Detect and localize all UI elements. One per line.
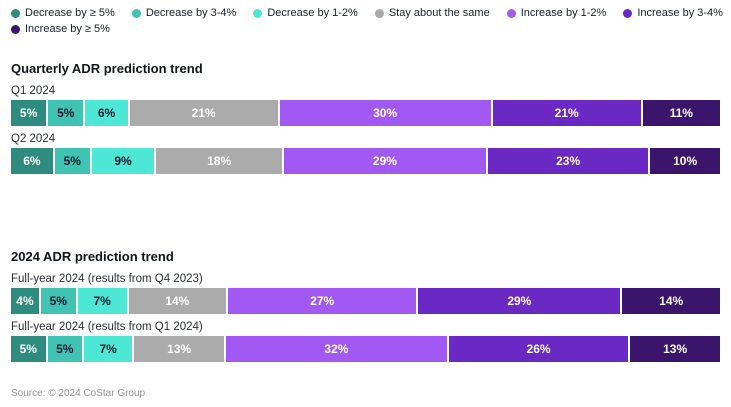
bar-row-label: Full-year 2024 (results from Q4 2023) [11, 273, 203, 285]
legend-label: Decrease by 1-2% [267, 7, 358, 19]
bar-segment-stay-about-the-same: 21% [129, 100, 278, 126]
legend-row-1: Decrease by ≥ 5% Decrease by 3-4% Decrease… [11, 7, 723, 20]
bar-segment-increase-by-5: 13% [630, 336, 720, 362]
stacked-bar-q2-2024: 6% 5% 9% 18% 29% 23% 10% [11, 148, 720, 174]
bar-segment-decrease-by-5: 6% [11, 148, 53, 174]
legend-item-increase-by-3-4: Increase by 3-4% [623, 7, 723, 20]
bar-segment-increase-by-3-4: 23% [487, 148, 649, 174]
stacked-bar-full-year-2024-results-from-q1-2024: 5% 5% 7% 13% 32% 26% 13% [11, 336, 720, 362]
bar-segment-increase-by-1-2: 30% [279, 100, 491, 126]
legend-item-decrease-by-3-4: Decrease by 3-4% [131, 7, 237, 20]
bar-segment-decrease-by-3-4: 5% [54, 148, 90, 174]
bar-segment-decrease-by-1-2: 6% [85, 100, 128, 126]
legend-label: Decrease by 3-4% [145, 7, 237, 19]
chart-title: Quarterly ADR prediction trend [11, 61, 203, 76]
bar-segment-stay-about-the-same: 13% [134, 336, 225, 362]
chart-legend: Decrease by ≥ 5% Decrease by 3-4% Decrease… [11, 7, 723, 39]
legend-item-increase-by-1-2: Increase by 1-2% [506, 7, 607, 20]
bar-segment-stay-about-the-same: 14% [128, 288, 227, 314]
bar-segment-stay-about-the-same: 18% [156, 148, 282, 174]
legend-label: Decrease by ≥ 5% [25, 7, 115, 19]
bar-segment-decrease-by-3-4: 5% [40, 288, 76, 314]
bar-segment-increase-by-3-4: 21% [492, 100, 641, 126]
bar-row-label: Q2 2024 [11, 133, 56, 145]
legend-label: Increase by ≥ 5% [25, 23, 110, 35]
bar-segment-decrease-by-5: 5% [11, 336, 46, 362]
stacked-bar-full-year-2024-results-from-q4-2023: 4% 5% 7% 14% 27% 29% 14% [11, 288, 720, 314]
bar-segment-decrease-by-1-2: 7% [84, 336, 133, 362]
legend-label: Increase by 1-2% [520, 7, 607, 19]
bar-segment-decrease-by-5: 4% [11, 288, 39, 314]
legend-item-stay-about-the-same: Stay about the same [374, 7, 490, 20]
legend-swatch-icon [506, 9, 516, 18]
bar-segment-increase-by-5: 11% [642, 100, 720, 126]
stacked-bar-q1-2024: 5% 5% 6% 21% 30% 21% 11% [11, 100, 720, 126]
source-note: Source: © 2024 CoStar Group [11, 388, 146, 399]
legend-row-2: Increase by ≥ 5% [11, 23, 723, 36]
bar-row-label: Full-year 2024 (results from Q1 2024) [11, 321, 203, 333]
chart-section-quarterly-adr-prediction-trend: Quarterly ADR prediction trend Q1 2024 5% 5… [11, 61, 720, 181]
bar-segment-increase-by-3-4: 26% [448, 336, 629, 362]
bar-segment-increase-by-1-2: 29% [283, 148, 486, 174]
legend-item-decrease-by-1-2: Decrease by 1-2% [253, 7, 358, 20]
bar-segment-increase-by-3-4: 29% [418, 288, 621, 314]
legend-swatch-icon [11, 9, 20, 18]
legend-swatch-icon [374, 9, 384, 18]
legend-swatch-icon [131, 9, 141, 18]
bar-segment-increase-by-5: 10% [650, 148, 720, 174]
bar-segment-increase-by-5: 14% [622, 288, 720, 314]
chart-title: 2024 ADR prediction trend [11, 249, 174, 264]
bar-segment-decrease-by-1-2: 7% [77, 288, 127, 314]
bar-segment-decrease-by-3-4: 5% [48, 100, 84, 126]
legend-swatch-icon [253, 9, 263, 18]
legend-label: Increase by 3-4% [637, 7, 723, 19]
legend-label: Stay about the same [388, 7, 490, 19]
chart-section-2024-adr-prediction-trend: 2024 ADR prediction trend Full-year 2024 … [11, 249, 720, 369]
legend-item-increase-by-5: Increase by ≥ 5% [11, 23, 110, 36]
bar-row-label: Q1 2024 [11, 85, 56, 97]
legend-swatch-icon [11, 25, 20, 34]
legend-item-decrease-by-5: Decrease by ≥ 5% [11, 7, 115, 20]
bar-segment-decrease-by-3-4: 5% [47, 336, 82, 362]
bar-segment-decrease-by-1-2: 9% [91, 148, 155, 174]
legend-swatch-icon [623, 9, 633, 18]
bar-segment-decrease-by-5: 5% [11, 100, 47, 126]
bar-segment-increase-by-1-2: 32% [226, 336, 447, 362]
bar-segment-increase-by-1-2: 27% [228, 288, 417, 314]
